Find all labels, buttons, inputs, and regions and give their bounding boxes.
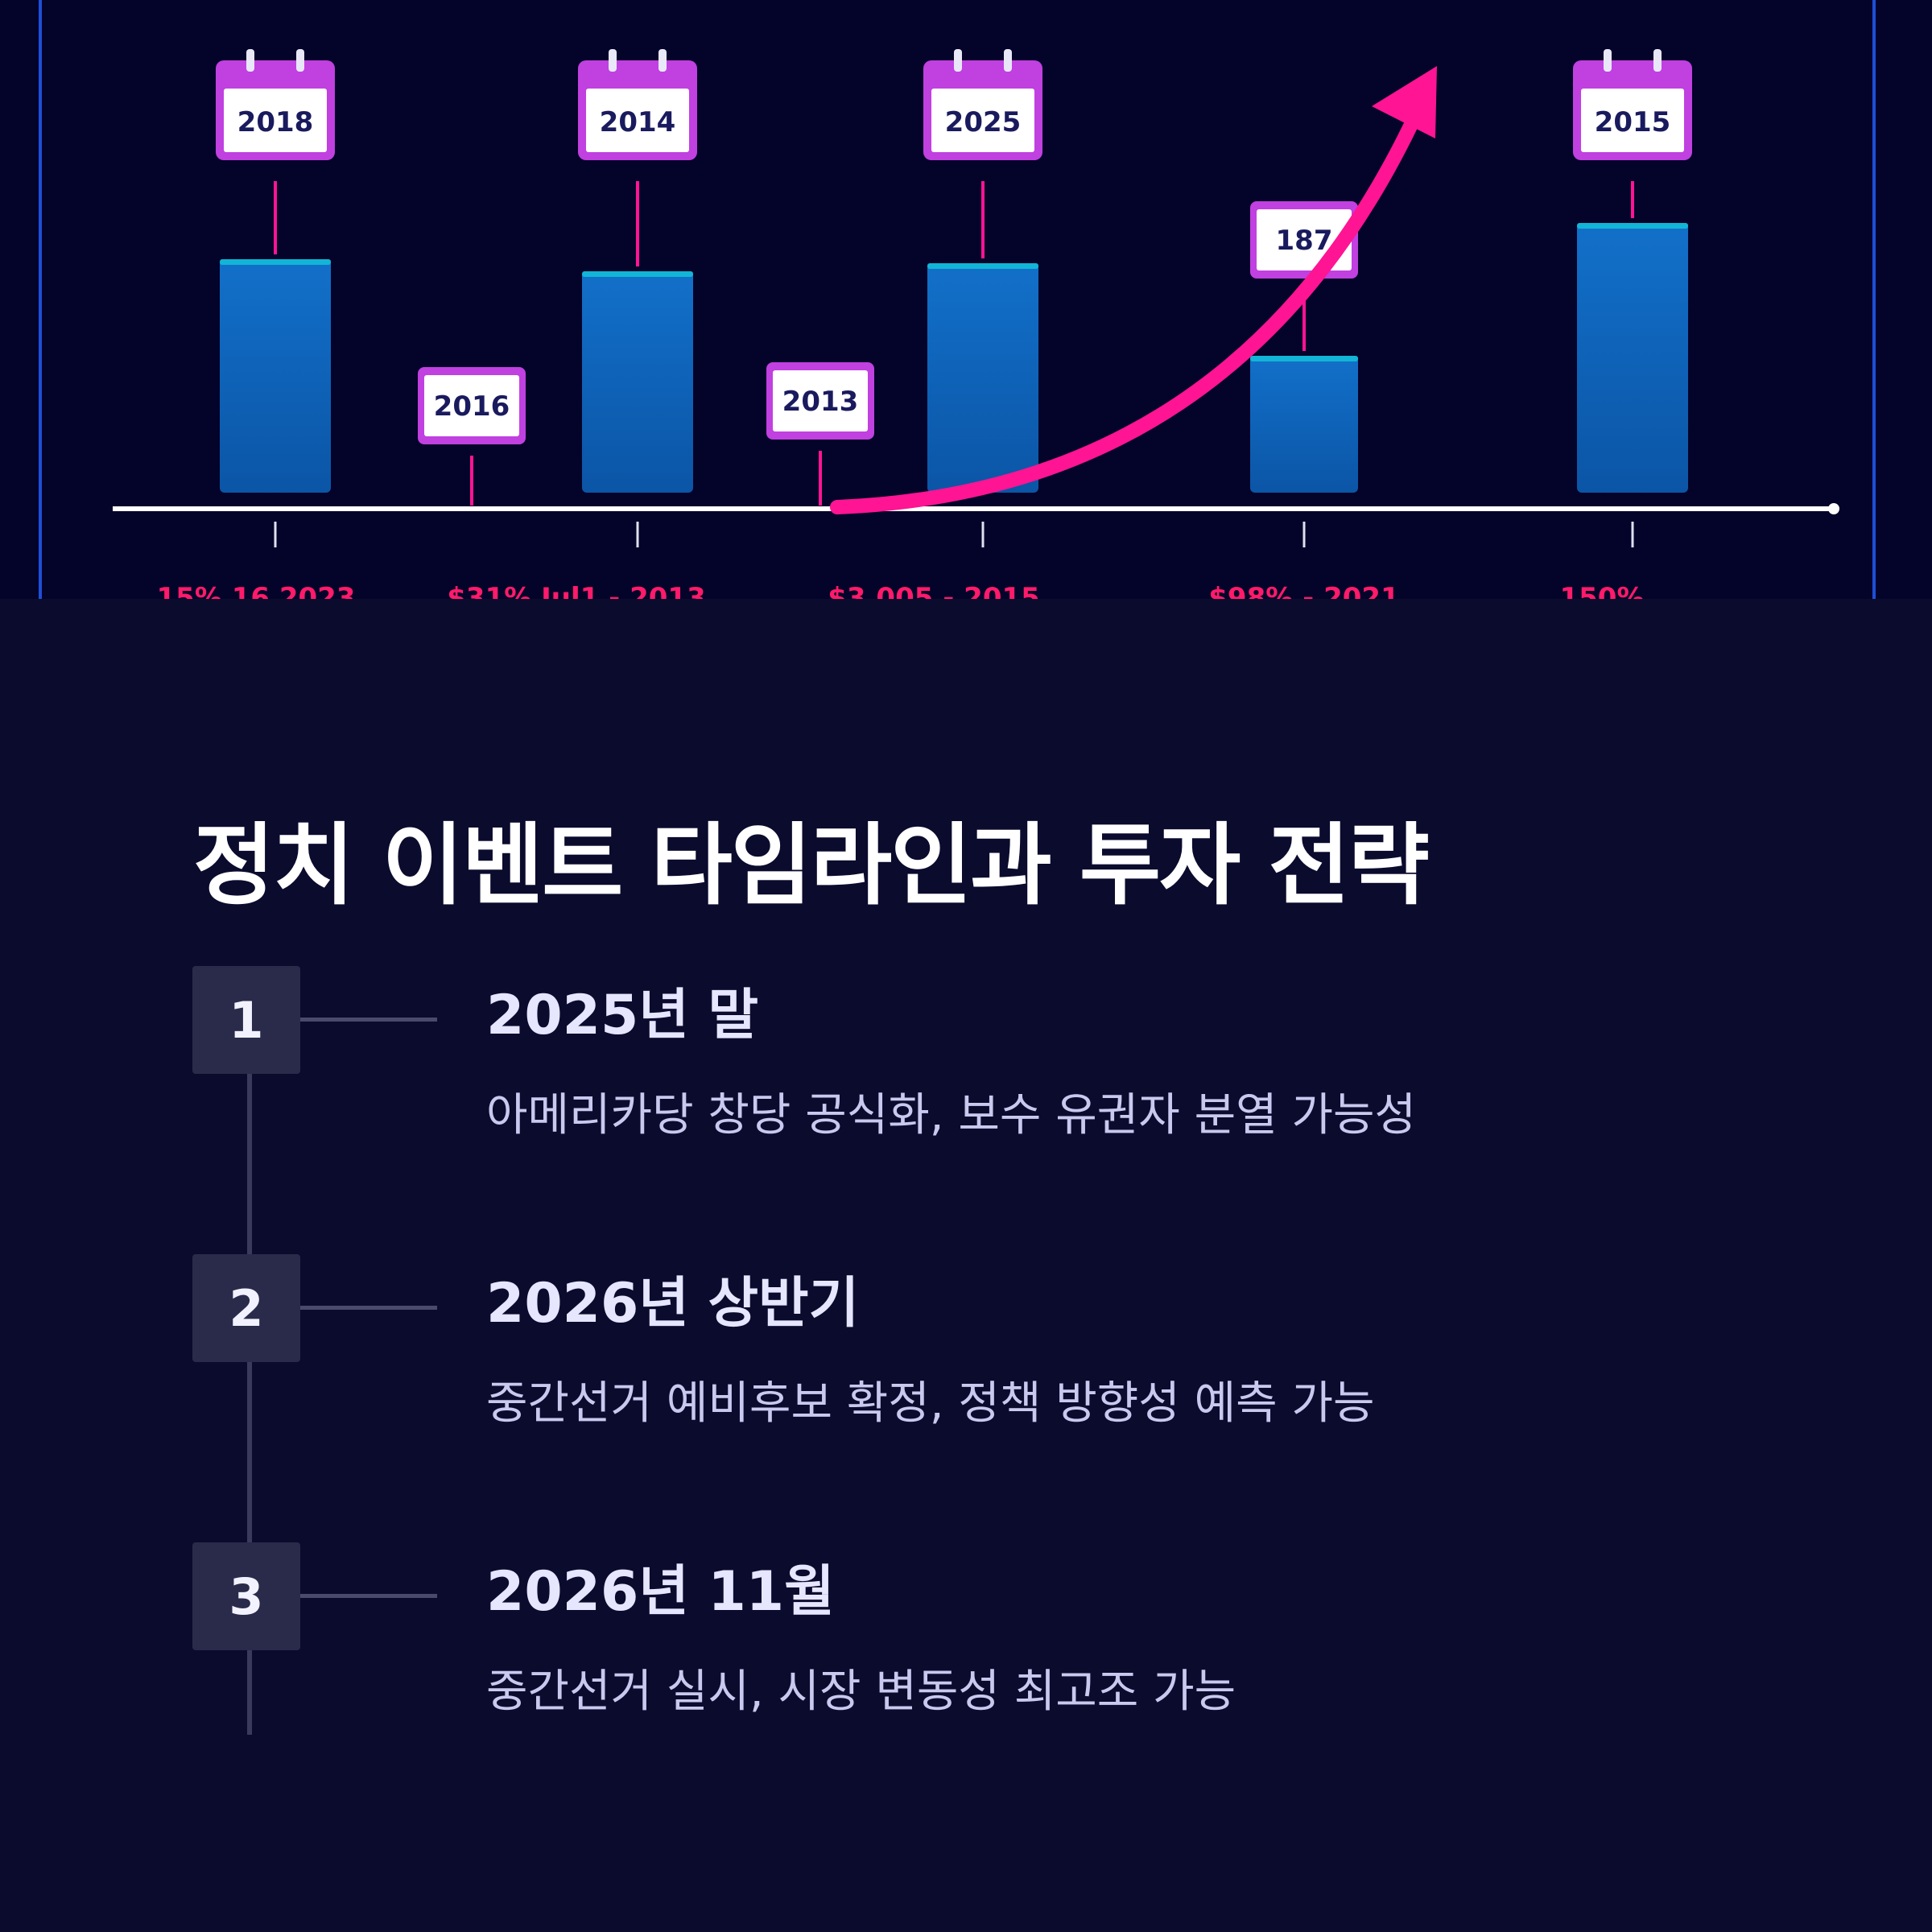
x-axis-label: 150% xyxy=(1559,582,1644,599)
hero-chart-image: 2018 2016 2014 2013 2025 187 2015 15% 16 2023 $… xyxy=(0,0,1932,599)
calendar-ring-right xyxy=(296,49,304,72)
trend-arrow-head xyxy=(1372,66,1437,138)
chart-item-5: 2025 xyxy=(923,49,1042,547)
step-number-badge: 2 xyxy=(192,1254,300,1362)
calendar-icon: 2018 xyxy=(216,49,335,160)
calendar-ring-left xyxy=(954,49,962,72)
chart-bar-top-highlight xyxy=(582,271,693,277)
step-title: 2026년 상반기 xyxy=(486,1272,860,1335)
chart-bar-top-highlight xyxy=(220,259,331,265)
timeline-vertical-line xyxy=(247,1071,252,1735)
tag-label: 187 xyxy=(1276,225,1333,257)
timeline-step-3: 3 2026년 11월 중간선거 실시, 시장 변동성 최고조 가능 xyxy=(0,1542,1932,1784)
value-tag: 2016 xyxy=(418,367,526,444)
value-tag: 2013 xyxy=(766,362,874,440)
calendar-icon: 2014 xyxy=(578,49,697,160)
calendar-icon: 2015 xyxy=(1573,49,1692,160)
calendar-ring-right xyxy=(1653,49,1662,72)
timeline-step-2: 2 2026년 상반기 중간선거 예비후보 확정, 정책 방향성 예측 가능 xyxy=(0,1254,1932,1496)
chart-bar-top-highlight xyxy=(1250,356,1358,361)
trend-arrow-curve xyxy=(830,105,1424,514)
chart-item-3: 2014 xyxy=(578,49,697,547)
x-axis-end-dot xyxy=(1828,503,1839,514)
timeline-step-1: 1 2025년 말 아메리카당 창당 공식화, 보수 유권자 분열 가능성 xyxy=(0,966,1932,1208)
step-description: 중간선거 예비후보 확정, 정책 방향성 예측 가능 xyxy=(486,1377,1375,1430)
step-description: 아메리카당 창당 공식화, 보수 유권자 분열 가능성 xyxy=(486,1089,1417,1141)
calendar-label: 2018 xyxy=(237,106,314,138)
x-axis-label: 15% 16 2023 xyxy=(157,582,356,599)
tag-label: 2013 xyxy=(782,386,859,418)
calendar-ring-right xyxy=(1004,49,1012,72)
chart-item-1: 2018 xyxy=(216,49,335,547)
step-description: 중간선거 실시, 시장 변동성 최고조 가능 xyxy=(486,1666,1236,1718)
chart-item-7: 2015 xyxy=(1573,49,1692,547)
chart-item-2: 2016 xyxy=(418,367,526,506)
calendar-page xyxy=(931,89,1034,152)
calendar-ring-left xyxy=(1604,49,1612,72)
step-number-badge: 3 xyxy=(192,1542,300,1650)
x-axis-label: $31% Jul1 - 2013 xyxy=(447,582,705,599)
page-title: 정치 이벤트 타임라인과 투자 전략 xyxy=(193,814,1430,917)
chart-bar xyxy=(1577,223,1688,493)
x-axis-label: $3,005 - 2015 xyxy=(828,582,1040,599)
step-number-badge: 1 xyxy=(192,966,300,1074)
calendar-label: 2014 xyxy=(600,106,676,138)
chart-bar-top-highlight xyxy=(1577,223,1688,229)
step-connector-line xyxy=(300,1594,437,1598)
step-connector-line xyxy=(300,1306,437,1310)
calendar-page xyxy=(586,89,689,152)
calendar-ring-left xyxy=(609,49,617,72)
tag-page xyxy=(424,375,519,436)
chart-bar xyxy=(927,263,1038,493)
x-axis-label: $98% - 2021 xyxy=(1208,582,1399,599)
step-title: 2025년 말 xyxy=(486,984,759,1047)
tag-page xyxy=(773,370,868,431)
hero-chart-svg: 2018 2016 2014 2013 2025 187 2015 15% 16 2023 $… xyxy=(39,0,1876,599)
calendar-icon: 2025 xyxy=(923,49,1042,160)
calendar-label: 2025 xyxy=(945,106,1022,138)
calendar-label: 2015 xyxy=(1595,106,1671,138)
calendar-page xyxy=(1581,89,1684,152)
step-title: 2026년 11월 xyxy=(486,1560,835,1624)
chart-item-4: 2013 xyxy=(766,362,874,506)
calendar-ring-left xyxy=(246,49,254,72)
chart-bar xyxy=(220,259,331,493)
chart-bar xyxy=(582,271,693,493)
chart-bar-top-highlight xyxy=(927,263,1038,269)
calendar-ring-right xyxy=(658,49,667,72)
chart-bar xyxy=(1250,356,1358,493)
calendar-page xyxy=(224,89,327,152)
tag-label: 2016 xyxy=(434,390,510,423)
step-connector-line xyxy=(300,1018,437,1022)
